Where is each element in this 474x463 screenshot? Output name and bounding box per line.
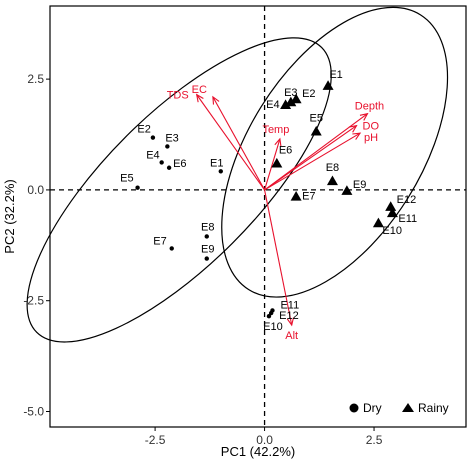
ellipse-dry [26,37,332,343]
rainy-point-e12-label: E12 [397,194,417,206]
arrowhead-ph [352,132,362,140]
rainy-point-e1-label: E1 [329,69,342,81]
rainy-point-e1 [322,80,334,90]
arrowhead-ec [212,95,220,105]
vector-label-temp: Temp [262,124,289,136]
rainy-point-e6 [271,157,283,168]
dry-point-e2 [150,135,156,140]
vector-ph [264,132,361,191]
rainy-point-e10-label: E10 [382,225,402,237]
rainy-point-e2 [290,93,302,104]
arrowhead-tds [195,93,204,103]
rainy-point-e5 [310,125,322,136]
x-axis-label: PC1 (42.2%) [221,444,295,459]
dry-point-e2-label: E2 [137,124,150,136]
rainy-point-e8-label: E8 [326,162,339,174]
dry-point-e7-label: E7 [153,235,166,247]
rainy-point-e11-label: E11 [398,213,417,225]
dry-point-e8 [204,234,209,239]
vector-ec [212,96,266,191]
vector-tds [196,94,266,191]
dry-point-e1-label: E1 [210,157,223,169]
rainy-point-e9-label: E9 [353,179,366,191]
legend-rainy-label: Rainy [418,401,449,415]
vector-label-alt: Alt [285,330,298,342]
rainy-point-e12 [385,201,397,211]
dry-point-e5 [135,185,140,190]
rainy-point-e7 [290,191,302,201]
dry-point-e6-label: E6 [173,158,186,170]
vector-alt [264,189,293,326]
vector-temp [264,138,281,191]
y-tick-label: 2.5 [27,72,44,86]
vector-label-tds: TDS [167,90,189,102]
arrowhead-temp [274,137,282,147]
x-tick-label: -2.5 [145,433,166,447]
group-ellipses [26,6,449,343]
dry-point-e12 [268,310,274,316]
rainy-point-e7-label: E7 [302,191,315,203]
y-tick-label: -5.0 [23,404,44,418]
rainy-point-e5-label: E5 [310,112,323,124]
dry-point-e4-label: E4 [146,149,159,161]
y-axis-label: PC2 (32.2%) [2,179,17,253]
dry-point-e4 [159,160,164,165]
vector-do [264,125,357,191]
dry-point-e9-label: E9 [201,244,214,256]
dry-point-e11-label: E11 [280,299,299,311]
dry-point-e6 [166,165,172,170]
dry-point-e10 [266,314,272,319]
rainy-point-e10 [372,217,384,228]
dry-point-e5-label: E5 [120,173,133,185]
dry-point-e3-label: E3 [165,132,178,144]
arrowhead-depth [359,112,369,121]
legend-rainy-marker [402,403,414,412]
legend: Dry Rainy [349,401,449,415]
dry-point-e7 [169,246,174,251]
arrowhead-do [348,124,358,133]
rainy-point-e8 [326,175,338,186]
plot-frame [49,5,467,428]
legend-dry-marker [349,403,359,413]
axis-ticks: -2.5 0.0 2.5 -5.0 -2.5 0.0 2.5 [23,72,382,447]
y-tick-label: -2.5 [23,294,44,308]
rainy-point-e4-label: E4 [266,99,279,111]
rainy-point-e4 [280,99,292,109]
dry-point-e12-label: E12 [279,310,299,322]
dry-point-e9 [204,256,209,261]
rainy-point-e3-label: E3 [284,87,297,99]
data-points: E1E2E3E4E5E6E7E8E9E10E11E12E1E2E3E4E5E6E… [120,69,417,333]
rainy-point-e9 [341,185,353,195]
dry-point-e8-label: E8 [201,221,214,233]
vector-label-ph: pH [364,132,378,144]
dry-point-e3 [165,144,170,149]
legend-dry-label: Dry [363,401,382,415]
reference-lines [50,6,466,427]
vector-label-depth: Depth [355,101,384,113]
ellipse-rainy [221,6,449,298]
rainy-point-e2-label: E2 [302,88,315,100]
y-tick-label: 0.0 [27,183,44,197]
arrowhead-alt [286,317,295,327]
rainy-point-e11 [386,207,398,218]
x-tick-label: 2.5 [366,433,383,447]
rainy-point-e6-label: E6 [279,144,292,156]
vector-label-do: DO [363,121,380,133]
dry-point-e1 [218,169,223,174]
vector-label-ec: EC [192,84,207,96]
x-tick-label: 0.0 [256,433,273,447]
dry-point-e10-label: E10 [263,321,283,333]
